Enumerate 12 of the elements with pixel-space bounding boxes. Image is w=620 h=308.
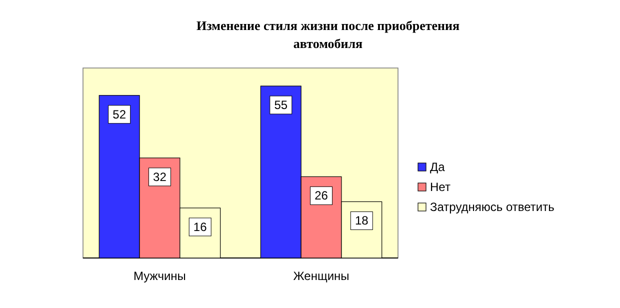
legend-label: Да <box>430 160 446 174</box>
x-tick-label: Женщины <box>293 269 350 283</box>
chart-title: Изменение стиля жизни после приобретения автомобиля <box>196 18 460 51</box>
data-label: 16 <box>193 220 208 234</box>
data-label: 52 <box>112 107 126 122</box>
x-tick-label: Мужчины <box>134 269 186 283</box>
data-label: 32 <box>153 170 167 184</box>
legend-label: Нет <box>430 180 451 194</box>
data-label: 55 <box>274 98 288 112</box>
legend-label: Затрудняюсь ответить <box>430 200 554 214</box>
data-label: 18 <box>354 214 369 228</box>
data-label: 26 <box>314 188 328 203</box>
